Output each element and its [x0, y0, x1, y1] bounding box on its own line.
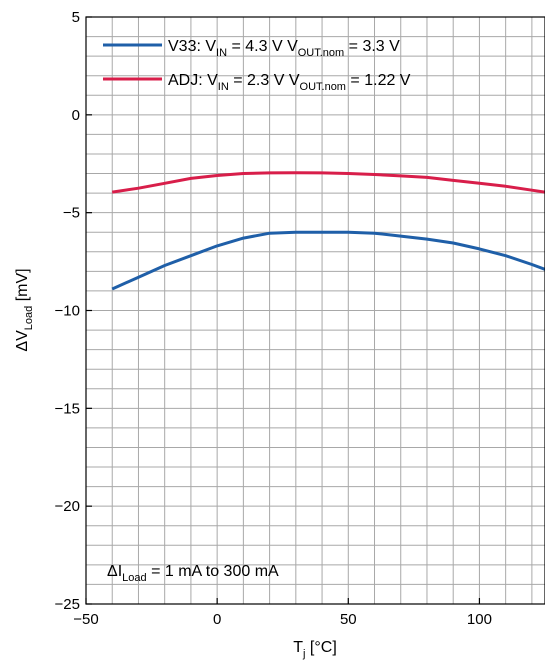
y-tick-label: −10: [55, 303, 80, 320]
y-tick-label: −15: [55, 400, 80, 417]
grid: [85, 16, 545, 605]
series-lines: [111, 171, 545, 291]
x-tick-label: 0: [213, 611, 221, 628]
y-tick-label: 5: [72, 9, 80, 26]
test-condition-annotation: ΔILoad = 1 mA to 300 mA: [107, 563, 279, 584]
x-tick-label: 100: [467, 611, 492, 628]
legend: V33: VIN = 4.3 V VOUT.nom = 3.3 V ADJ: V…: [103, 38, 411, 93]
y-tick-label: −25: [55, 596, 80, 613]
y-tick-label: 0: [72, 107, 80, 124]
y-tick-label: −20: [55, 498, 80, 515]
legend-label-adj: ADJ: VIN = 2.3 V VOUT.nom = 1.22 V: [168, 72, 411, 93]
y-axis-title: ΔVLoad [mV]: [14, 268, 35, 351]
series-line-adj: [111, 171, 545, 194]
x-tick-label: −50: [73, 611, 98, 628]
series-line-v33: [111, 230, 545, 291]
x-tick-label: 50: [340, 611, 357, 628]
x-axis-title: Tj [°C]: [293, 639, 337, 660]
y-tick-label: −5: [63, 205, 80, 222]
legend-label-v33: V33: VIN = 4.3 V VOUT.nom = 3.3 V: [168, 38, 400, 59]
